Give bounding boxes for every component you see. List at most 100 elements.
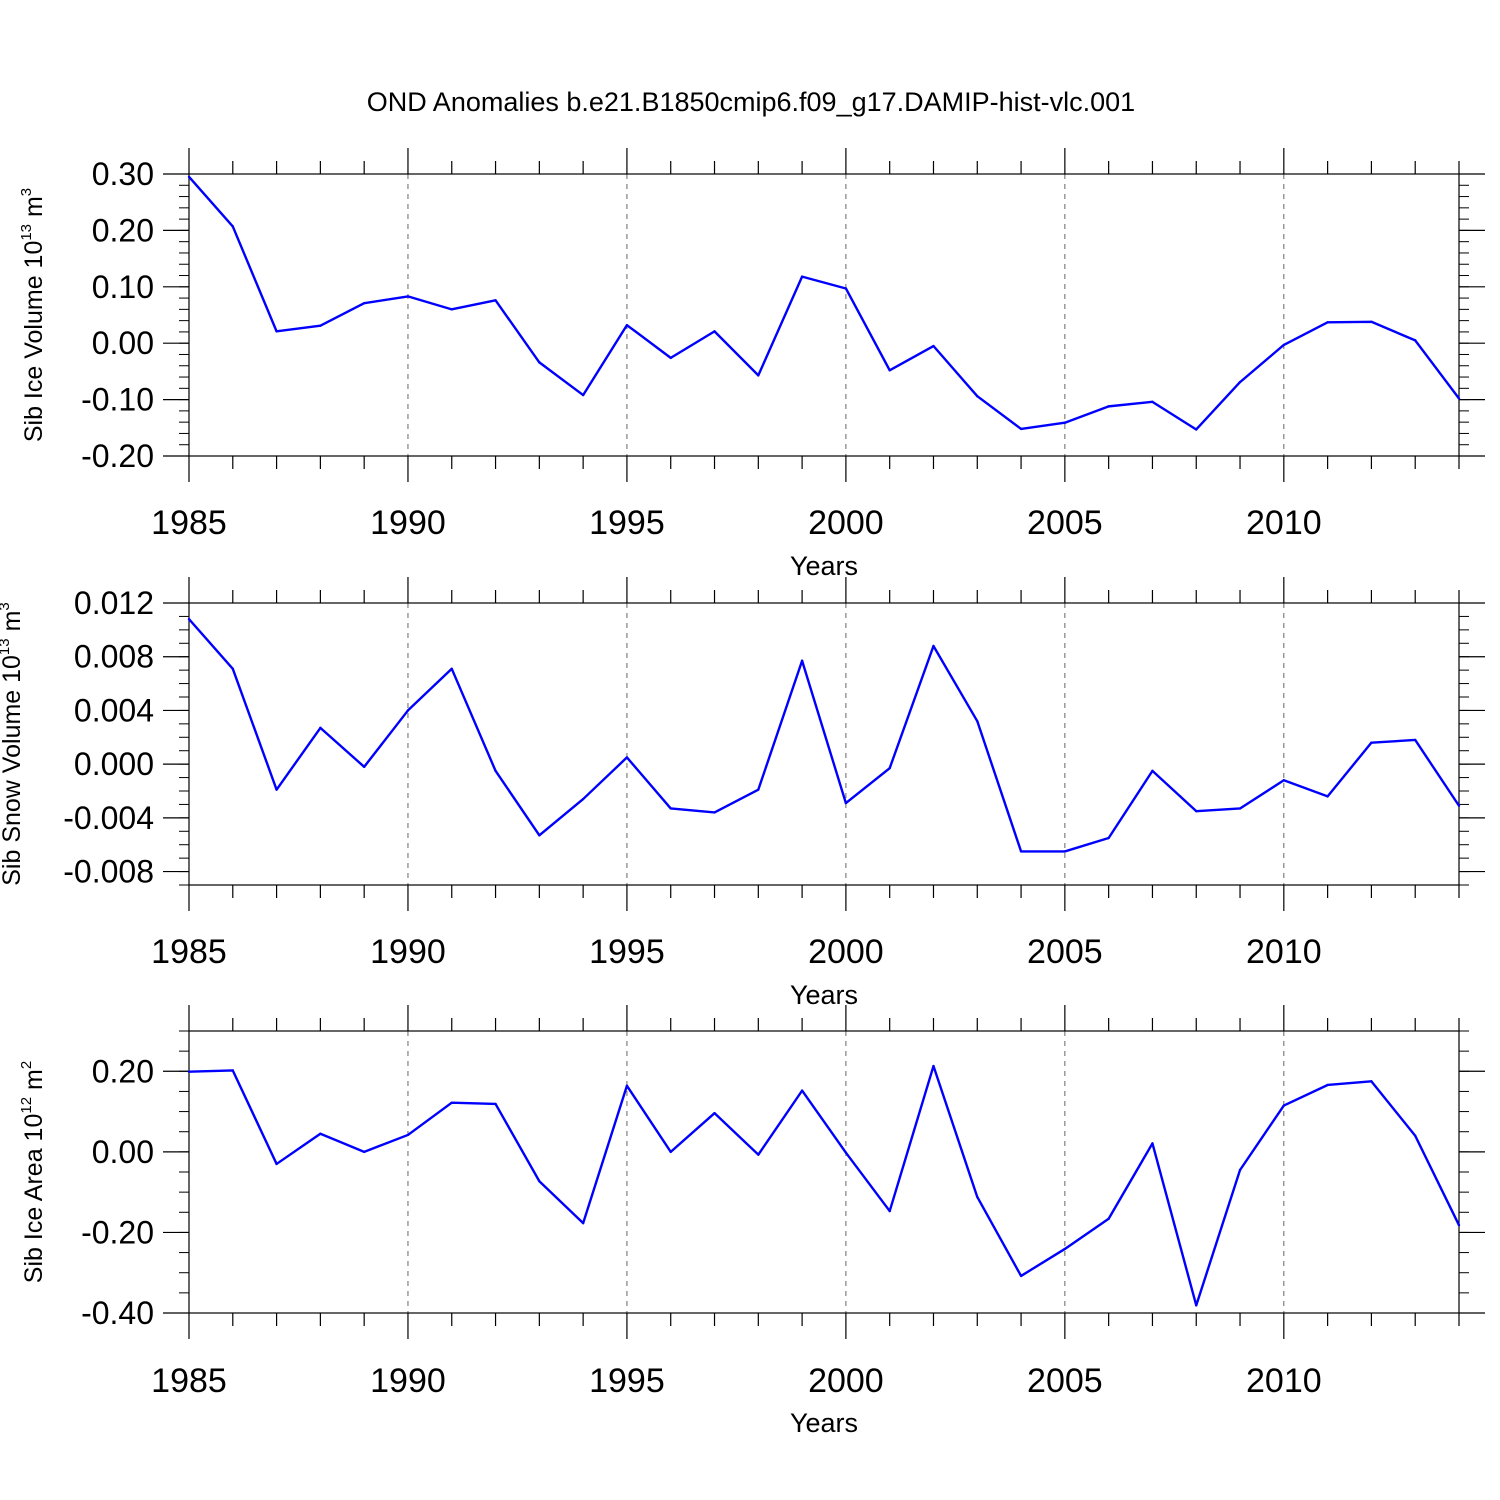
x-tick-label: 1985 [151, 933, 227, 971]
x-axis-label: Years [790, 1408, 858, 1438]
data-point [231, 667, 234, 670]
data-point [625, 323, 629, 327]
plot-frame [188, 602, 1460, 886]
data-point [1238, 807, 1242, 810]
data-point [1326, 795, 1329, 798]
data-point [1457, 804, 1461, 807]
data-point [844, 801, 848, 805]
data-point [406, 1133, 410, 1137]
y-tick-label: 0.30 [92, 156, 154, 192]
data-point [1107, 836, 1110, 840]
data-point [625, 1084, 629, 1087]
y-tick-label: 0.012 [74, 585, 154, 621]
x-axis-label: Years [790, 980, 858, 1010]
data-point [1019, 427, 1023, 431]
data-point [1457, 397, 1461, 400]
data-point [1063, 850, 1067, 853]
data-point [669, 1150, 672, 1154]
y-tick-label: 0.20 [92, 212, 154, 248]
x-tick-label: 2010 [1246, 1362, 1322, 1400]
data-point [231, 225, 234, 228]
data-point [1151, 1142, 1154, 1145]
plot-frame [188, 1030, 1460, 1314]
data-point [406, 295, 410, 298]
data-point [1282, 1104, 1286, 1107]
data-point [319, 1132, 322, 1135]
data-point [625, 756, 629, 759]
data-point [581, 797, 585, 801]
data-point [976, 719, 979, 723]
data-point [1195, 428, 1198, 431]
y-axis-label: Sib Snow Volume 1013 m3 [0, 602, 26, 886]
data-point [1238, 1168, 1242, 1172]
data-point [1195, 809, 1198, 813]
data-point [450, 1101, 453, 1104]
data-point [800, 275, 804, 278]
data-point [976, 1195, 979, 1199]
data-point [1151, 400, 1154, 404]
data-point [362, 1150, 366, 1154]
data-point [888, 1209, 891, 1213]
data-point [1326, 321, 1329, 324]
data-point [538, 834, 541, 837]
x-tick-label: 2010 [1246, 933, 1322, 971]
y-tick-label: -0.20 [81, 438, 154, 474]
x-tick-label: 1995 [589, 504, 665, 542]
data-point [231, 1069, 234, 1072]
data-point [713, 330, 716, 333]
panel-sib-ice-volume: -0.20 -0.10 0.00 0.10 0.20 0.30 1985 1990 1995 20… [18, 148, 1485, 581]
data-point [1457, 1223, 1461, 1227]
data-point [932, 344, 935, 348]
data-point [275, 330, 278, 333]
x-tick-label: 2005 [1027, 1362, 1103, 1400]
y-tick-label: 0.20 [92, 1053, 154, 1089]
data-point [888, 766, 891, 770]
data-point [319, 726, 322, 730]
data-point [1370, 320, 1373, 323]
x-tick-label: 2000 [808, 504, 884, 542]
data-point [275, 1162, 278, 1166]
data-point [1238, 380, 1242, 384]
data-point [932, 1064, 935, 1068]
data-point [538, 1180, 541, 1183]
data-point [713, 1111, 716, 1115]
data-point [1019, 1274, 1023, 1278]
series-line-sib-ice-volume [188, 176, 1460, 431]
panel-sib-snow-volume: -0.008 -0.004 0.000 0.004 0.008 0.012 1985 1990… [0, 577, 1485, 1010]
data-point [581, 1221, 585, 1225]
x-tick-label: 1990 [370, 504, 446, 542]
data-point [187, 175, 191, 179]
x-tick-label: 2005 [1027, 933, 1103, 971]
x-tick-label: 2010 [1246, 504, 1322, 542]
series-line-sib-ice-area [188, 1064, 1461, 1307]
data-point [450, 308, 453, 311]
data-point [1019, 850, 1023, 853]
y-tick-label: 0.000 [74, 746, 154, 782]
data-point [450, 667, 453, 670]
y-tick-label: -0.10 [81, 382, 154, 418]
data-point [1370, 741, 1373, 744]
panel-sib-ice-area: -0.40 -0.20 0.00 0.20 1985 1990 1995 2000 2005 20… [18, 1005, 1485, 1438]
data-point [494, 769, 497, 773]
x-tick-label: 1985 [151, 504, 227, 542]
data-point [187, 617, 191, 621]
data-point [1063, 421, 1067, 424]
data-point [1414, 1134, 1417, 1137]
data-point [187, 1070, 191, 1073]
y-tick-label: 0.004 [74, 692, 154, 728]
data-point [844, 1151, 848, 1154]
chart-title: OND Anomalies b.e21.B1850cmip6.f09_g17.D… [367, 87, 1135, 117]
y-tick-label: -0.004 [63, 800, 154, 836]
data-point [1282, 343, 1286, 347]
data-point [757, 788, 760, 791]
data-point [1370, 1080, 1373, 1083]
y-tick-label: 0.00 [92, 1134, 154, 1170]
data-point [932, 644, 935, 648]
y-axis-label: Sib Ice Area 1012 m2 [18, 1061, 48, 1283]
data-point [319, 324, 322, 327]
y-tick-label: 0.10 [92, 269, 154, 305]
y-tick-label: 0.008 [74, 639, 154, 675]
data-point [1107, 405, 1110, 408]
plot-frame [188, 173, 1460, 457]
